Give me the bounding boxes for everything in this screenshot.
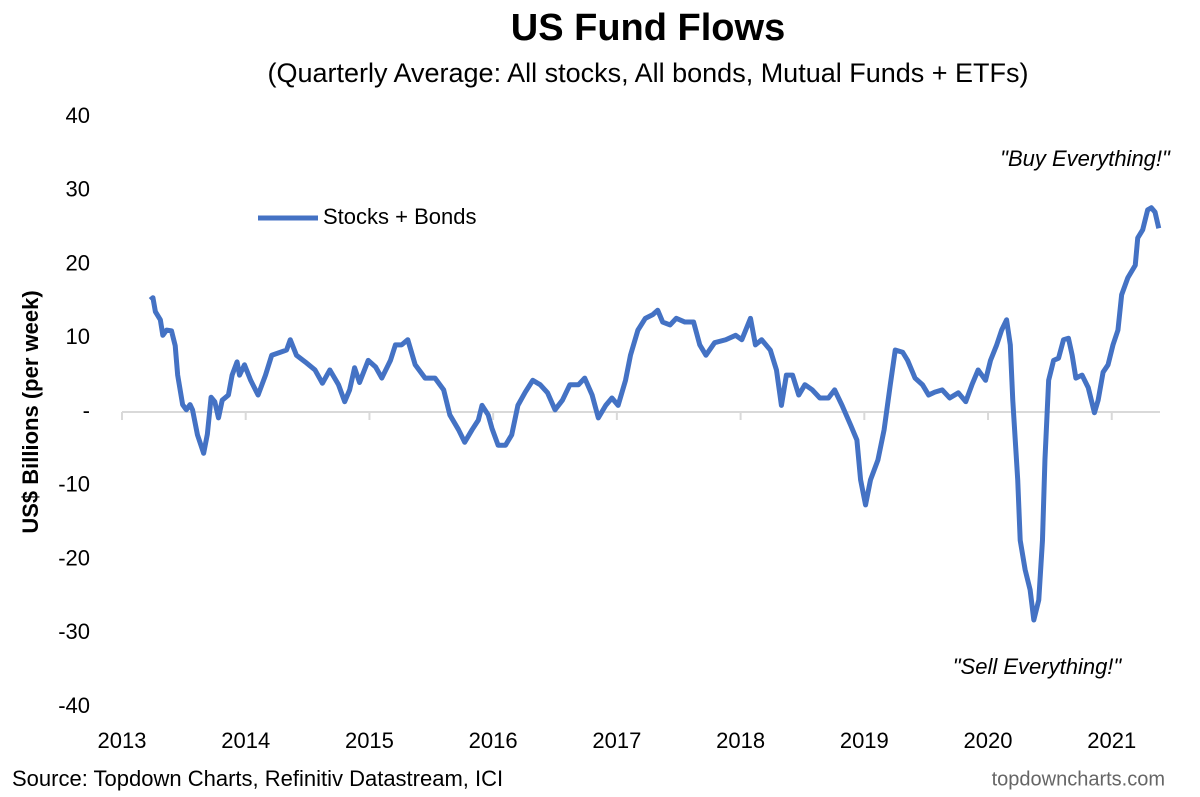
x-tick-label: 2014 (221, 728, 270, 753)
y-tick-label: 30 (66, 177, 90, 202)
x-tick-label: 2017 (592, 728, 641, 753)
source-note: Source: Topdown Charts, Refinitiv Datast… (12, 766, 503, 791)
y-tick-label: - (83, 398, 90, 423)
chart-title: US Fund Flows (511, 7, 785, 49)
x-tick-label: 2015 (345, 728, 394, 753)
y-tick-label: 10 (66, 324, 90, 349)
x-tick-label: 2021 (1087, 728, 1136, 753)
x-tick-label: 2018 (716, 728, 765, 753)
legend-label: Stocks + Bonds (323, 204, 476, 229)
x-tick-label: 2013 (98, 728, 147, 753)
y-axis-label: US$ Billions (per week) (18, 290, 43, 533)
chart-subtitle: (Quarterly Average: All stocks, All bond… (267, 58, 1028, 88)
annotation: "Sell Everything!" (953, 654, 1123, 679)
data-line (148, 205, 1162, 623)
watermark: topdowncharts.com (992, 768, 1165, 790)
x-tick-label: 2016 (469, 728, 518, 753)
y-tick-label: -40 (58, 693, 90, 718)
y-tick-label: 20 (66, 250, 90, 275)
annotation: "Buy Everything!" (1000, 146, 1171, 171)
y-tick-label: -30 (58, 619, 90, 644)
x-tick-label: 2019 (840, 728, 889, 753)
y-tick-label: -10 (58, 472, 90, 497)
y-tick-label: 40 (66, 103, 90, 128)
x-tick-label: 2020 (964, 728, 1013, 753)
y-tick-label: -20 (58, 545, 90, 570)
